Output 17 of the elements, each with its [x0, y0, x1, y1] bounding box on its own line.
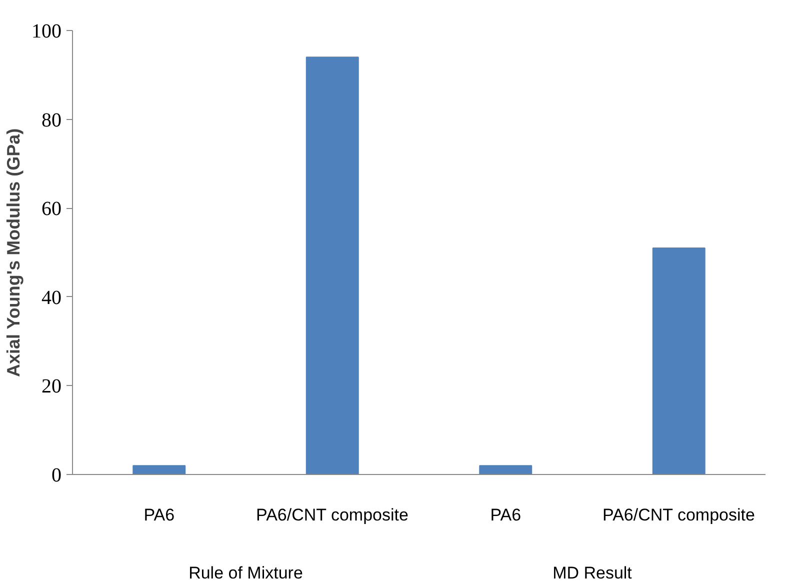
y-tick-label: 20: [42, 376, 62, 398]
y-axis-title: Axial Young's Modulus (GPa): [4, 128, 24, 377]
y-tick-label: 60: [42, 198, 62, 220]
text: Rule of Mixture: [188, 564, 303, 582]
y-tick-label: 100: [32, 20, 62, 42]
text: MD Result: [552, 564, 632, 582]
bar: [306, 56, 359, 474]
bar: [479, 465, 532, 474]
x-tick-label: PA6: [144, 506, 175, 524]
bar: [652, 248, 706, 474]
y-tick-label: 40: [42, 286, 62, 309]
bar: [132, 465, 186, 474]
y-tick-label: 80: [42, 109, 62, 132]
x-tick-label: PA6: [490, 506, 522, 524]
x-tick-label: PA6/CNT composite: [256, 506, 408, 524]
x-tick-label: PA6/CNT composite: [602, 506, 755, 524]
y-tick-label: 0: [52, 464, 62, 486]
